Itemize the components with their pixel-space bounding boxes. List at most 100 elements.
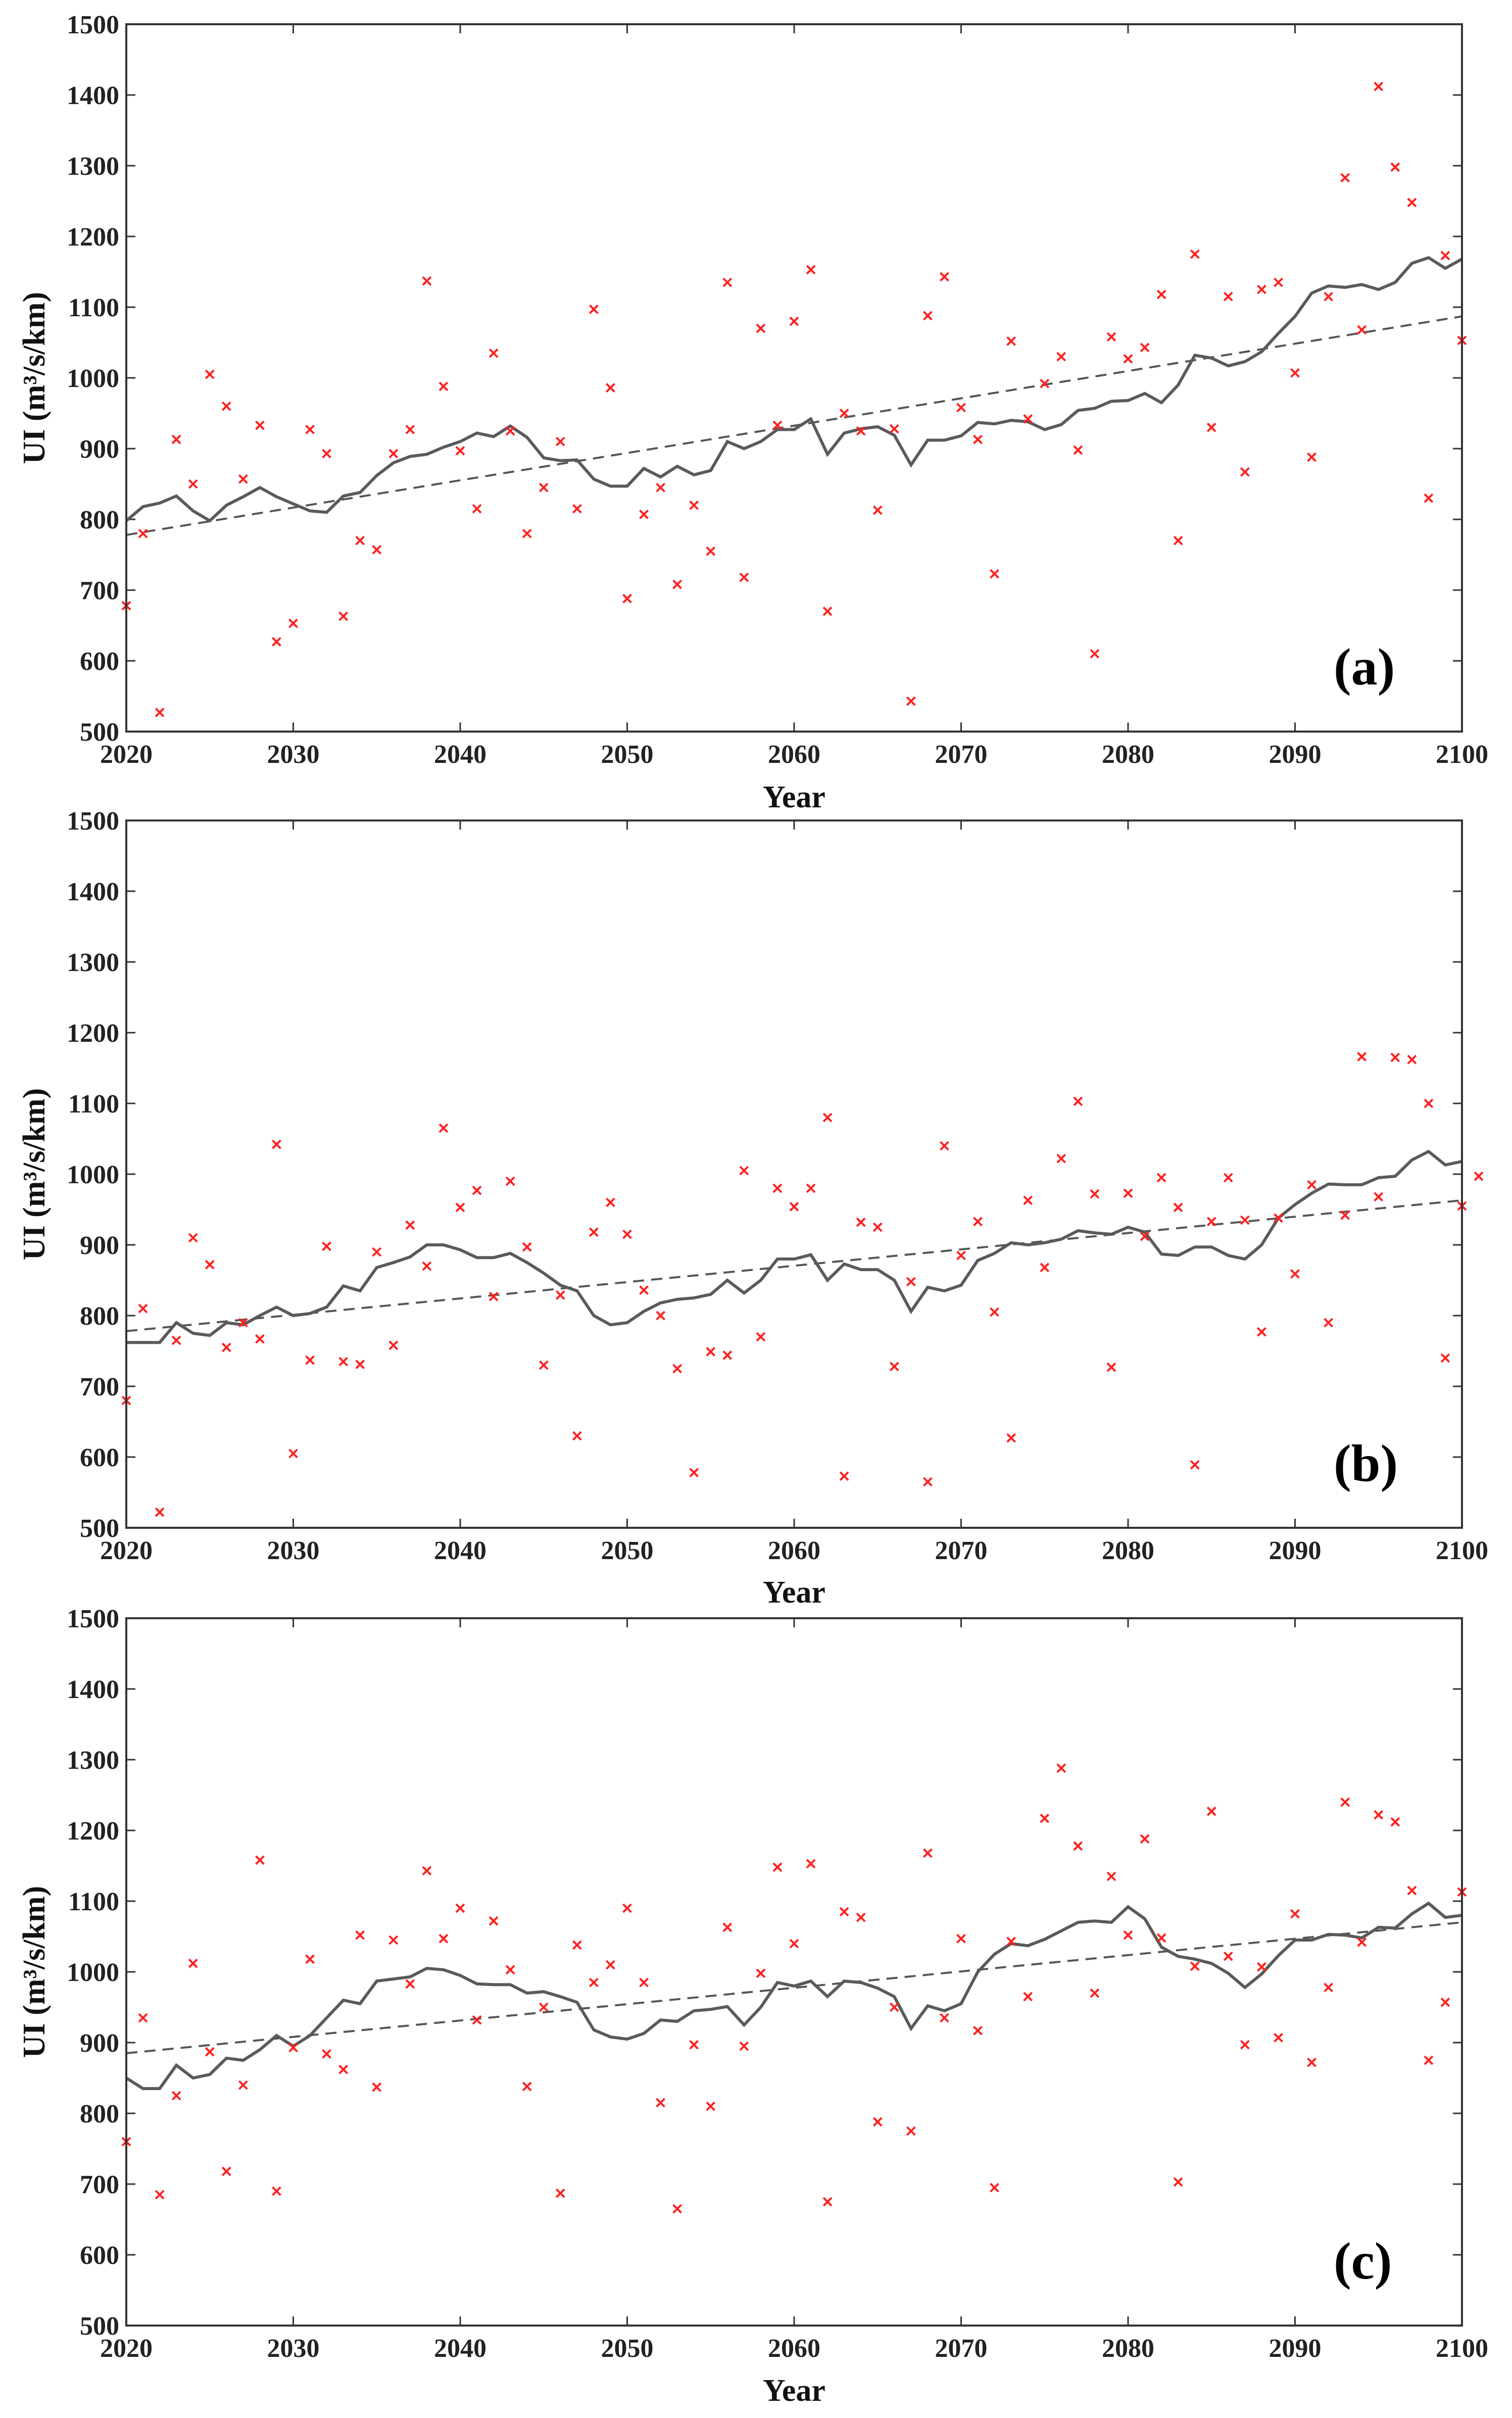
panel-b-scatter-point (1190, 1460, 1200, 1470)
panel-a-scatter-point (489, 348, 499, 358)
panel-a-scatter-point (1073, 445, 1083, 455)
panel-a-scatter-point (789, 316, 799, 326)
panel-b-scatter-point (322, 1241, 332, 1251)
panel-b-scatter-point (255, 1334, 265, 1344)
panel-a-scatter-point (956, 403, 966, 413)
panel-a-scatter-point (1173, 536, 1183, 546)
panel-c-scatter-point (355, 1930, 365, 1940)
panel-c-label: (c) (1334, 2232, 1392, 2290)
panel-c-scatter-point (1340, 1797, 1350, 1807)
panel-c-scatter-point (338, 2064, 349, 2074)
panel-b-scatter-point (789, 1201, 799, 1212)
panel-b-scatter-point (1156, 1173, 1166, 1183)
panel-a-scatter-point (171, 434, 181, 445)
panel-b-scatter-point (956, 1250, 966, 1261)
panel-c-scatter-point (689, 2040, 699, 2050)
panel-a-scatter-point (722, 277, 733, 287)
panel-c-scatter-point (722, 1922, 733, 1932)
panel-b-scatter-point (1106, 1362, 1116, 1372)
panel-b-scatter-point (1407, 1054, 1417, 1065)
panel-b-scatter-point (589, 1227, 599, 1237)
panel-a-ytick-label: 900 (80, 435, 119, 464)
panel-a-ytick-label: 1000 (67, 364, 119, 393)
panel-b-scatter-point (188, 1233, 198, 1243)
panel-b-scatter-point (1073, 1096, 1083, 1106)
panel-a-scatter-point (539, 482, 549, 493)
panel-c-scatter-point (1274, 2033, 1283, 2043)
panel-a-scatter-point (1190, 249, 1200, 259)
panel-a: 2020 2030 2040 2050 2060 2070 2080 2090 2100 500 6… (17, 11, 1488, 814)
panel-c-scatter-point (489, 1916, 499, 1926)
panel-c-scatter-point (238, 2080, 248, 2090)
panel-b-scatter-point (1340, 1210, 1350, 1220)
panel-a-scatter-point (522, 528, 532, 539)
panel-b-scatter-point (872, 1222, 883, 1232)
panel-a-scatter-point (1256, 284, 1266, 295)
panel-c-ytick-label: 1400 (67, 1675, 119, 1704)
panel-c-scatter-point (822, 2197, 833, 2207)
panel-a-xtick-label: 2070 (935, 740, 988, 769)
panel-b-xtick-label: 2080 (1102, 1536, 1154, 1565)
panel-b-scatter-point (205, 1260, 215, 1270)
panel-a-scatter-point (973, 434, 983, 445)
panel-c-scatter-point (188, 1958, 198, 1968)
panel-a-xlabel: Year (763, 780, 825, 814)
panel-a-scatter-point (990, 569, 1000, 579)
panel-c-ytick-label: 500 (80, 2312, 119, 2341)
panel-a-scatter-point (1056, 352, 1066, 362)
panel-b-ytick-label: 700 (80, 1373, 119, 1401)
panel-b-ytick-label: 600 (80, 1443, 119, 1472)
panel-c-xtick-label: 2020 (100, 2334, 153, 2363)
panel-c-scatter-point (1106, 1871, 1116, 1881)
panel-b-scatter-point (1206, 1217, 1216, 1227)
panel-c-scatter-point (1090, 1988, 1100, 1998)
panel-a-scatter-point (238, 474, 248, 484)
panel-b-scatter-point (1240, 1215, 1250, 1225)
panel-a-scatter-point (138, 528, 148, 539)
panel-b-scatter-point (1474, 1171, 1484, 1181)
panel-c-smoothed-line (125, 1901, 1462, 2090)
panel-b-scatter-point (1056, 1153, 1066, 1164)
panel-a-scatter-point (706, 546, 716, 556)
panel-a-scatter-point (1424, 493, 1434, 503)
panel-b-scatter-point (806, 1183, 816, 1193)
panel-c-scatter-point (739, 2041, 749, 2051)
panel-a-trend-line (126, 315, 1462, 536)
panel-a-scatter-point (355, 536, 365, 546)
panel-c-scatter-point (255, 1855, 265, 1865)
panel-c-scatter-point (1390, 1817, 1400, 1827)
panel-c-scatter-point (422, 1866, 432, 1876)
panel-b-scatter-point (1223, 1173, 1233, 1183)
panel-c-xtick-label: 2090 (1269, 2334, 1322, 2363)
panel-b-scatter-point (438, 1123, 449, 1133)
panel-b-scatter-point (1090, 1189, 1100, 1199)
panel-a-scatter-point (255, 420, 265, 430)
panel-b-scatter-point (388, 1340, 399, 1350)
panel-c-scatter-point (622, 1903, 632, 1913)
panel-b-scatter-point (1374, 1192, 1384, 1202)
panel-b-scatter-point (639, 1285, 649, 1295)
panel-b-scatter-point (171, 1335, 181, 1345)
panel-c-scatter-point (589, 1977, 599, 1988)
panel-c-scatter-point (1140, 1834, 1150, 1844)
panel-c-scatter-point (171, 2091, 181, 2101)
panel-b-xtick-label: 2090 (1269, 1536, 1322, 1565)
panel-c-scatter-point (539, 2002, 549, 2012)
panel-a-scatter-point (872, 505, 883, 515)
panel-a-ylabel: UI (m³/s/km) (17, 292, 52, 464)
panel-c-scatter-point (388, 1935, 399, 1945)
panel-a-scatter-point (221, 401, 231, 411)
panel-a-scatter-point (1206, 422, 1216, 432)
panel-b-scatter-point (706, 1346, 716, 1357)
panel-a-scatter-point (288, 618, 298, 628)
panel-b-scatter-point (1440, 1353, 1450, 1363)
panel-b-scatter-point (272, 1139, 281, 1149)
panel-b-scatter-point (973, 1217, 983, 1227)
panel-a-scatter-point (739, 572, 749, 583)
panel-b-xlabel: Year (763, 1575, 825, 1610)
panel-a-scatter-point (338, 611, 349, 621)
panel-b-scatter-point (1006, 1433, 1016, 1443)
panel-b-scatter-point (940, 1141, 949, 1151)
panel-b-ylabel: UI (m³/s/km) (17, 1088, 52, 1261)
